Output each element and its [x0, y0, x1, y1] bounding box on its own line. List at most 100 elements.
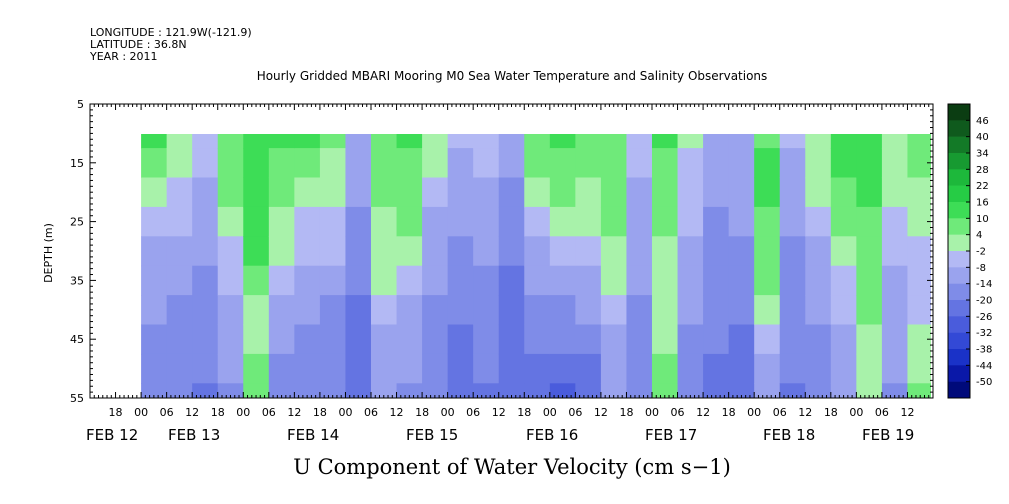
heatmap-cell — [498, 324, 525, 355]
heatmap-cell — [575, 324, 602, 355]
heatmap-cell — [422, 265, 449, 296]
y-tick-label: 55 — [70, 392, 84, 405]
heatmap-cell — [754, 383, 781, 398]
heatmap-cell — [268, 236, 295, 267]
heatmap-cell — [294, 236, 321, 267]
heatmap-cell — [396, 265, 423, 296]
heatmap-cell — [830, 206, 857, 237]
heatmap-cell — [575, 265, 602, 296]
heatmap-cell — [319, 177, 347, 208]
colorbar-tick-label: -38 — [976, 345, 992, 356]
heatmap-cell — [422, 324, 449, 355]
heatmap-cell — [626, 265, 653, 296]
heatmap-cell — [856, 353, 883, 384]
heatmap-cell — [652, 148, 679, 179]
heatmap-cell — [881, 206, 909, 237]
heatmap-cell — [677, 265, 704, 296]
heatmap-cell — [319, 148, 347, 179]
heatmap-cell — [166, 236, 193, 267]
colorbar-swatch — [948, 349, 970, 366]
heatmap-cell — [754, 236, 781, 267]
heatmap-cell — [856, 236, 883, 267]
heatmap-cell — [243, 148, 270, 179]
heatmap-cell — [371, 148, 398, 179]
heatmap-cell — [294, 148, 321, 179]
heatmap-cell — [677, 295, 704, 326]
heatmap-cell — [575, 206, 602, 237]
heatmap-cell — [805, 383, 832, 398]
x-hour-tick-label: 00 — [747, 406, 761, 419]
heatmap-cell — [371, 265, 398, 296]
heatmap-cell — [549, 353, 576, 384]
heatmap-cell — [549, 177, 576, 208]
heatmap-cell — [396, 295, 423, 326]
heatmap-cell — [881, 265, 909, 296]
x-hour-tick-label: 18 — [415, 406, 429, 419]
heatmap-cell — [575, 353, 602, 384]
heatmap-cell — [243, 353, 270, 384]
heatmap-cell — [192, 236, 219, 267]
heatmap-cell — [141, 265, 168, 296]
x-hour-tick-label: 12 — [492, 406, 506, 419]
x-hour-tick-label: 00 — [338, 406, 352, 419]
heatmap-cell — [830, 265, 857, 296]
heatmap-cell — [856, 324, 883, 355]
heatmap-cell — [268, 177, 295, 208]
heatmap-cell — [549, 236, 576, 267]
heatmap-cell — [447, 265, 474, 296]
heatmap-cell — [575, 383, 602, 398]
axis-ticks — [89, 103, 934, 399]
y-tick-label: 15 — [70, 157, 84, 170]
heatmap-cell — [141, 177, 168, 208]
heatmap-cell — [881, 148, 909, 179]
heatmap-cell — [549, 383, 576, 398]
colorbar-swatch — [948, 381, 970, 399]
x-hour-tick-label: 12 — [390, 406, 404, 419]
heatmap-cell — [907, 134, 931, 149]
heatmap-cell — [294, 206, 321, 237]
x-hour-tick-label: 18 — [211, 406, 225, 419]
heatmap-cell — [217, 236, 244, 267]
heatmap-cell — [422, 148, 449, 179]
x-hour-tick-label: 06 — [671, 406, 685, 419]
heatmap-cell — [754, 134, 781, 149]
heatmap-cell — [294, 265, 321, 296]
x-hour-tick-label: 00 — [441, 406, 455, 419]
colorbar-swatch — [948, 316, 970, 333]
heatmap-cell — [243, 206, 270, 237]
heatmap-cell — [754, 324, 781, 355]
colorbar-swatch — [948, 300, 970, 317]
heatmap-cell — [422, 295, 449, 326]
heatmap-cell — [473, 177, 500, 208]
heatmap-cell — [217, 324, 244, 355]
colorbar: 46 40 34 28 22 16 10 4 -2 -8 -14 -20 -26 -32 -38 -44 -50 — [947, 103, 992, 399]
heatmap-cell — [447, 353, 474, 384]
heatmap-cell — [652, 383, 679, 398]
x-hour-tick-label: 06 — [160, 406, 174, 419]
colorbar-swatch — [948, 153, 970, 170]
heatmap-cell — [294, 177, 321, 208]
colorbar-swatch — [948, 104, 970, 121]
heatmap-cell — [473, 265, 500, 296]
colorbar-tick-label: 10 — [976, 214, 989, 225]
colorbar-tick-label: 46 — [976, 116, 989, 127]
x-hour-tick-label: 06 — [466, 406, 480, 419]
colorbar-swatch — [948, 267, 970, 284]
heatmap-cell — [549, 206, 576, 237]
colorbar-swatch — [948, 332, 970, 350]
heatmap-cell — [473, 134, 500, 149]
heatmap-cell — [217, 177, 244, 208]
heatmap-cell — [600, 295, 628, 326]
colorbar-swatch — [948, 218, 970, 235]
heatmap-cell — [166, 206, 193, 237]
heatmap-cell — [498, 383, 525, 398]
y-tick-label: 25 — [70, 216, 84, 229]
heatmap-cell — [141, 383, 168, 398]
heatmap-cell — [396, 383, 423, 398]
heatmap-cell — [549, 295, 576, 326]
heatmap-cell — [677, 206, 704, 237]
heatmap-cell — [498, 265, 525, 296]
heatmap-cell — [779, 295, 806, 326]
x-date-label: FEB 12 — [86, 426, 138, 444]
heatmap-cell — [881, 383, 909, 398]
